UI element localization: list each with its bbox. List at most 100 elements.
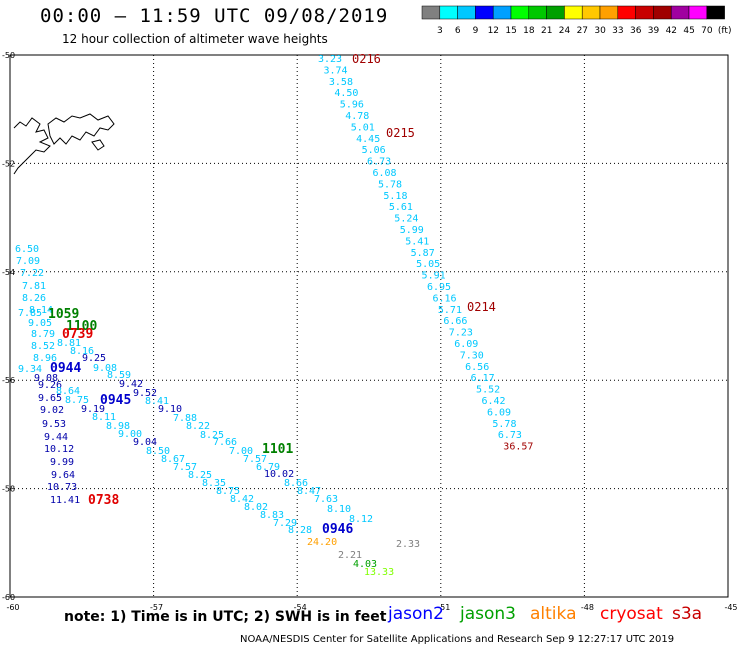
lat-label: -60: [2, 593, 15, 602]
color-scale: 3 6 9 12 15 18 21 24 27 30 33 36 39 42 45 70 (ft): [421, 5, 732, 36]
swh-value: 8.14: [29, 305, 53, 316]
swh-value: 8.83: [260, 510, 284, 521]
swh-value: 8.52: [31, 341, 55, 352]
swh-value: 8.11: [92, 412, 116, 423]
swh-value: 7.66: [213, 437, 237, 448]
swh-value: 5.06: [362, 145, 386, 156]
swh-value: 5.24: [394, 214, 418, 225]
swh-value: 5.18: [383, 191, 407, 202]
lat-label: -50: [2, 51, 15, 60]
scale-label: 45: [683, 26, 694, 36]
swh-value: 7.57: [173, 462, 197, 473]
swh-value: 4.50: [334, 88, 358, 99]
swh-value: 5.05: [416, 259, 440, 270]
swh-value: 5.96: [340, 100, 364, 111]
swh-value: 7.57: [243, 454, 267, 465]
swh-value: 8.28: [288, 525, 312, 536]
swh-value: 7.29: [273, 518, 297, 529]
swh-value: 8.02: [244, 502, 268, 513]
swh-value: 7.22: [20, 268, 44, 279]
swh-value: 5.52: [476, 385, 500, 396]
swh-value: 8.81: [57, 338, 81, 349]
swh-value: 10.12: [44, 444, 74, 455]
lon-label: -54: [294, 603, 307, 610]
swh-value: 7.63: [314, 494, 338, 505]
swh-value: 3.23: [318, 54, 342, 65]
swh-value: 6.95: [427, 282, 451, 293]
map-frame: [9, 54, 729, 598]
swh-value: 6.09: [487, 407, 511, 418]
swh-value: 9.05: [28, 318, 52, 329]
swh-value: 8.26: [22, 293, 46, 304]
swh-value: 8.16: [70, 346, 94, 357]
scale-label: 21: [541, 26, 552, 36]
pass-id-label: 0215: [386, 126, 415, 140]
swh-value: 8.79: [31, 329, 55, 340]
swh-value: 7.88: [173, 413, 197, 424]
pass-id-label: 0946: [322, 522, 353, 537]
pass-id-label: 0739: [62, 327, 93, 342]
swh-value: 6.56: [465, 362, 489, 373]
swh-value: 8.25: [200, 430, 224, 441]
swh-value: 6.16: [432, 293, 456, 304]
scale-label: 36: [630, 26, 642, 36]
lat-label: -56: [2, 376, 15, 385]
scale-label: 30: [594, 26, 606, 36]
swh-value: 8.41: [145, 396, 169, 407]
scale-label: (ft): [718, 26, 732, 36]
swh-value: 24.20: [307, 537, 337, 548]
lon-label: -45: [724, 603, 737, 610]
swh-value: 8.64: [56, 386, 80, 397]
lat-label: -52: [2, 159, 15, 168]
scale-label: 9: [473, 26, 479, 36]
swh-value: 11.41: [50, 495, 80, 506]
scale-label: 70: [701, 26, 713, 36]
pass-id-label: 1101: [262, 442, 293, 457]
swh-value: 9.10: [158, 404, 182, 415]
pass-id-label: 1059: [48, 307, 79, 322]
lon-label: -51: [437, 603, 450, 610]
swh-value: 2.33: [396, 539, 420, 550]
swh-value: 8.75: [216, 486, 240, 497]
swh-value: 10.02: [264, 469, 294, 480]
pass-id-label: 0944: [50, 361, 81, 376]
swh-value: 5.87: [411, 248, 435, 259]
swh-value: 2.21: [338, 550, 362, 561]
legend-jason2: jason2: [388, 604, 444, 624]
swh-value: 8.22: [186, 421, 210, 432]
swh-value: 4.45: [356, 134, 380, 145]
swh-value: 9.64: [51, 470, 75, 481]
swh-value: 7.30: [460, 350, 484, 361]
swh-value: 8.42: [230, 494, 254, 505]
credit-line: NOAA/NESDIS Center for Satellite Applica…: [240, 634, 675, 645]
legend-s3a: s3a: [672, 604, 703, 624]
swh-value: 9.44: [44, 432, 68, 443]
pass-id-label: 0214: [467, 300, 496, 314]
swh-value: 4.03: [353, 559, 377, 570]
swh-value: 9.19: [81, 404, 105, 415]
lon-label: -60: [6, 603, 19, 610]
swh-value: 4.78: [345, 111, 369, 122]
footer-note: note: 1) Time is in UTC; 2) SWH is in fe…: [64, 609, 387, 625]
swh-value: 5.78: [492, 419, 516, 430]
swh-value: 5.78: [378, 179, 402, 190]
swh-value: 6.73: [498, 430, 522, 441]
swh-value: 9.99: [50, 457, 74, 468]
swh-value: 8.96: [33, 353, 57, 364]
falkland-islands-coastline: [13, 113, 115, 175]
swh-value: 8.25: [188, 470, 212, 481]
scale-swatch: [706, 5, 725, 20]
swh-value: 8.12: [349, 514, 373, 525]
swh-value: 9.34: [18, 364, 42, 375]
swh-value: 8.67: [161, 454, 185, 465]
swh-value: 6.73: [367, 157, 391, 168]
swh-value: 8.66: [284, 478, 308, 489]
swh-value: 5.71: [438, 305, 462, 316]
page-subtitle: 12 hour collection of altimeter wave hei…: [62, 32, 328, 46]
pass-id-label: 1100: [66, 319, 97, 334]
swh-value: 8.47: [297, 486, 321, 497]
swh-value: 5.01: [351, 122, 375, 133]
swh-value: 6.66: [443, 316, 467, 327]
wave-height-map: -60 -57 -54 -51 -48 -45 -50 -52 -54 -56 -58 -60 3.23…: [2, 51, 738, 610]
swh-value: 10.73: [47, 482, 77, 493]
